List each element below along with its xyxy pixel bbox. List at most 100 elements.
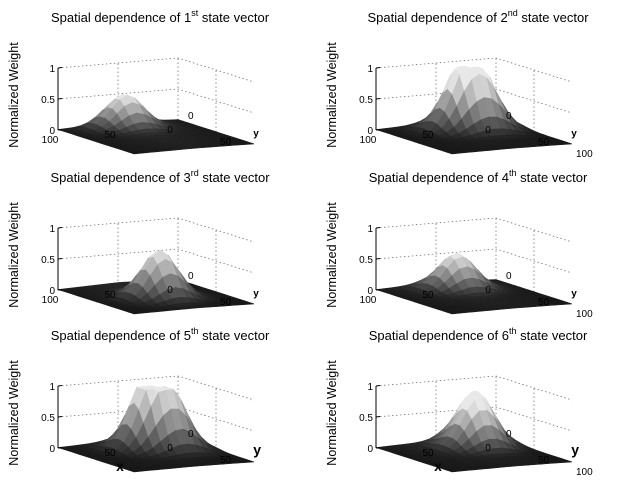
grid-line — [57, 88, 255, 114]
z-tick-label: 0 — [367, 126, 373, 137]
grid-line — [57, 217, 255, 243]
subplot-title: Spatial dependence of 4th state vector — [369, 168, 588, 185]
z-tick-label: 0 — [49, 286, 55, 297]
z-tick-mark — [375, 129, 381, 131]
z-tick-label: 1 — [367, 224, 373, 235]
subplot-1: 0 0.5 1 100 50 0 50 0 y Normalized Weight Spatial … — [7, 8, 270, 155]
title-prefix: Spatial dependence of — [369, 328, 502, 343]
subplot-title: Spatial dependence of 3rd state vector — [50, 168, 270, 185]
x-tick-label: 0 — [167, 443, 173, 454]
grid-line — [57, 57, 255, 83]
y-axis-label: y — [253, 129, 259, 140]
z-axis-label: Normalized Weight — [7, 42, 21, 148]
z-tick-mark — [57, 258, 63, 260]
surface-patch — [241, 460, 255, 463]
y-tick-label: 50 — [538, 297, 550, 308]
title-ordinal: 6 — [502, 328, 509, 343]
z-tick-mark — [57, 289, 63, 291]
x-tick-label: 100 — [360, 135, 377, 146]
y-tick-label: 0 — [506, 111, 512, 122]
z-axis-label: Normalized Weight — [325, 202, 339, 308]
title-ordinal: 1 — [184, 10, 191, 25]
y-tick-label: 50 — [220, 297, 232, 308]
axes: 0 0.5 1 100 50 0 50 0 y — [41, 224, 259, 308]
title-prefix: Spatial dependence of — [369, 170, 502, 185]
surface — [57, 94, 255, 155]
title-ordinal-suffix: rd — [191, 168, 199, 178]
z-tick-label: 1 — [367, 382, 373, 393]
z-axis-label: Normalized Weight — [325, 42, 339, 148]
z-tick-label: 0 — [49, 444, 55, 455]
x-tick-label: 50 — [422, 448, 434, 459]
z-tick-label: 1 — [367, 64, 373, 75]
x-tick-label: 50 — [104, 130, 116, 141]
title-ordinal-suffix: th — [509, 168, 517, 178]
title-ordinal-suffix: nd — [508, 8, 518, 18]
axes: 0 0.5 1 100 50 0 50 0 y — [41, 64, 259, 148]
y-tick-label: 50 — [220, 455, 232, 466]
z-tick-mark — [57, 416, 63, 418]
grid-line — [375, 375, 573, 401]
z-tick-label: 0.5 — [41, 95, 55, 106]
subplot-6: 0 0.5 1 50 0 100 50 0 y x Normalized Weight Spatial… — [325, 326, 593, 478]
z-tick-mark — [57, 98, 63, 100]
axes: 0 0.5 1 50 0 50 0 y x — [41, 382, 261, 474]
subplot-title: Spatial dependence of 2nd state vector — [367, 8, 589, 25]
y-axis-label: y — [253, 289, 259, 300]
title-prefix: Spatial dependence of — [50, 170, 183, 185]
x-tick-label: 0 — [167, 285, 173, 296]
surface — [57, 385, 255, 473]
x-tick-label: 100 — [42, 135, 59, 146]
axes: 0 0.5 1 50 0 100 50 0 y x — [359, 382, 593, 478]
z-tick-label: 0.5 — [359, 413, 373, 424]
x-tick-label: 50 — [422, 290, 434, 301]
title-prefix: Spatial dependence of — [51, 328, 184, 343]
z-tick-mark — [57, 129, 63, 131]
surface-patch — [559, 460, 573, 463]
y-axis-label: y — [571, 289, 577, 300]
title-ordinal: 4 — [502, 170, 509, 185]
title-ordinal-suffix: st — [191, 8, 199, 18]
subplot-3: 0 0.5 1 100 50 0 50 0 y Normalized Weight Spatial … — [7, 168, 270, 315]
surface-patch — [559, 302, 573, 305]
z-axis-label: Normalized Weight — [325, 360, 339, 466]
x-tick-label: 0 — [485, 125, 491, 136]
y-axis-label: y — [571, 129, 577, 140]
title-suffix: state vector — [518, 10, 589, 25]
surface-patch — [241, 142, 255, 145]
z-tick-mark — [57, 447, 63, 449]
z-tick-mark — [375, 416, 381, 418]
y-tick-label: 50 — [220, 137, 232, 148]
subplot-title: Spatial dependence of 1st state vector — [51, 8, 270, 25]
y-tick-label: 100 — [576, 467, 593, 478]
grid-line — [57, 248, 255, 274]
y-tick-label: 0 — [188, 111, 194, 122]
z-tick-mark — [375, 227, 381, 229]
grid-line — [57, 375, 255, 401]
x-axis-label: x — [116, 458, 124, 474]
z-tick-mark — [375, 289, 381, 291]
z-tick-mark — [57, 227, 63, 229]
x-tick-label: 50 — [104, 448, 116, 459]
z-tick-mark — [57, 67, 63, 69]
title-ordinal: 2 — [500, 10, 507, 25]
title-suffix: state vector — [516, 170, 587, 185]
surface — [375, 65, 573, 155]
y-tick-label: 0 — [188, 429, 194, 440]
z-tick-label: 0 — [367, 444, 373, 455]
y-tick-label: 0 — [188, 271, 194, 282]
title-ordinal: 3 — [183, 170, 190, 185]
z-tick-mark — [375, 385, 381, 387]
z-tick-label: 0.5 — [359, 255, 373, 266]
title-suffix: state vector — [198, 328, 269, 343]
y-tick-label: 0 — [506, 271, 512, 282]
x-tick-label: 50 — [422, 130, 434, 141]
x-axis-label: x — [434, 458, 442, 474]
z-tick-mark — [57, 385, 63, 387]
z-tick-label: 1 — [49, 64, 55, 75]
x-tick-label: 0 — [485, 285, 491, 296]
